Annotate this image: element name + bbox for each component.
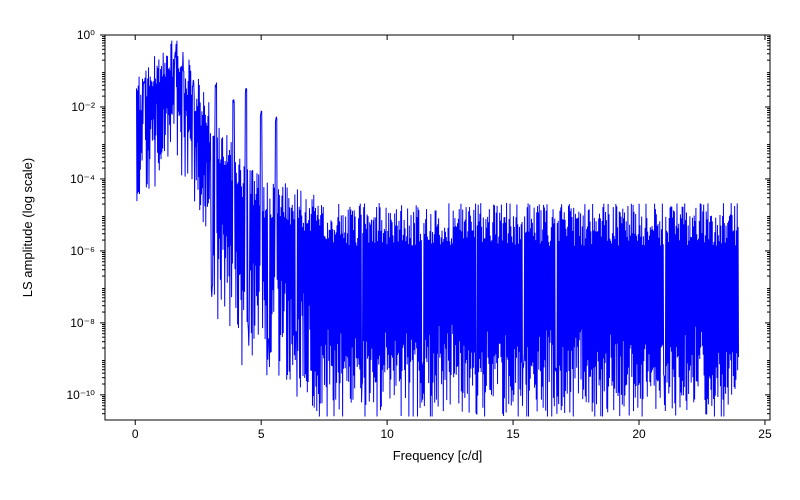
x-tick-label: 5 <box>258 427 265 441</box>
y-tick-label: 10⁻² <box>71 100 95 114</box>
x-axis-label: Frequency [c/d] <box>393 448 483 463</box>
x-tick-label: 15 <box>506 427 520 441</box>
y-tick-label: 10⁻⁴ <box>70 172 95 186</box>
y-tick-label: 10⁻¹⁰ <box>67 388 96 402</box>
periodogram-chart: 0 5 10 15 20 25 10⁻¹⁰ 10⁻⁸ 10⁻⁶ 10⁻⁴ 10⁻² 10⁰ Freque… <box>0 0 800 500</box>
y-axis-label: LS amplitude (log scale) <box>20 158 35 297</box>
x-tick-label: 0 <box>132 427 139 441</box>
periodogram-line <box>136 41 738 417</box>
chart-svg: 0 5 10 15 20 25 10⁻¹⁰ 10⁻⁸ 10⁻⁶ 10⁻⁴ 10⁻² 10⁰ Freque… <box>0 0 800 500</box>
y-tick-label: 10⁻⁶ <box>70 244 95 258</box>
y-tick-label: 10⁰ <box>77 28 95 42</box>
x-tick-label: 20 <box>632 427 646 441</box>
y-tick-label: 10⁻⁸ <box>70 316 95 330</box>
x-tick-label: 10 <box>380 427 394 441</box>
x-tick-label: 25 <box>758 427 772 441</box>
